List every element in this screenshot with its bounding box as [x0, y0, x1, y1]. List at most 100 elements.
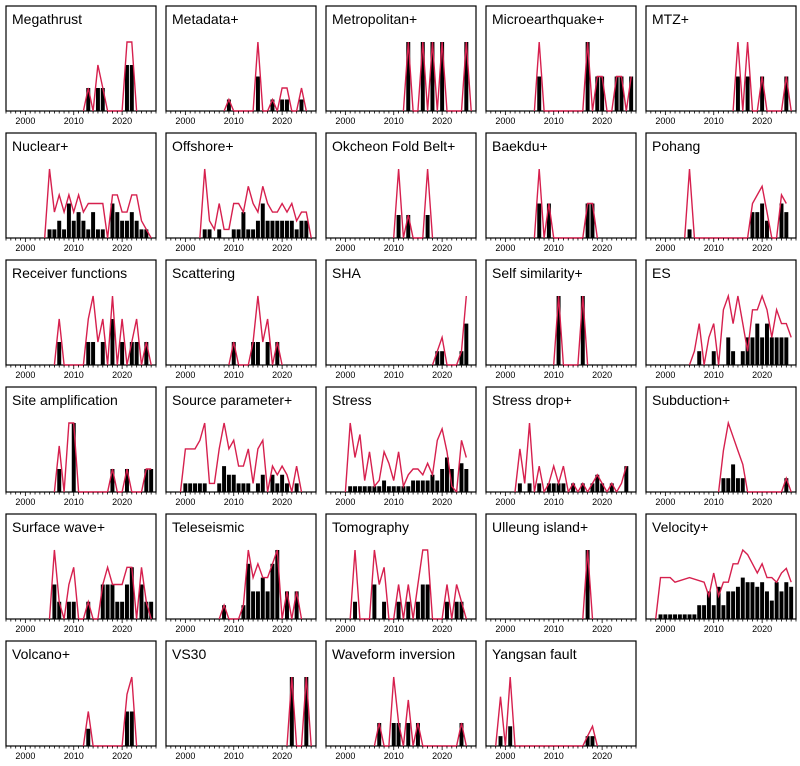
bar	[459, 463, 464, 492]
series-line	[393, 168, 434, 239]
bar	[755, 586, 760, 619]
bar	[391, 723, 396, 746]
bar	[91, 212, 96, 238]
bar	[774, 337, 779, 365]
series-line	[655, 548, 792, 620]
bar	[110, 584, 115, 619]
tick-label: 2010	[704, 243, 724, 253]
tick-label: 2010	[544, 624, 564, 634]
series-line	[48, 549, 152, 620]
series-line	[582, 549, 594, 620]
bar	[294, 229, 299, 238]
bar	[129, 711, 134, 746]
bar	[231, 474, 236, 492]
chart-panel: 2000 2010 2020 Metadata+	[165, 5, 317, 126]
tick-label: 2010	[384, 243, 404, 253]
bar	[353, 601, 358, 619]
bar	[115, 601, 120, 619]
bar	[367, 486, 372, 492]
bar	[86, 342, 91, 365]
bar	[144, 601, 149, 619]
bar	[750, 337, 755, 365]
bar	[353, 486, 358, 492]
bar	[585, 203, 590, 238]
tick-label: 2000	[335, 370, 355, 380]
panel-frame	[485, 132, 637, 239]
panel-title: Stress	[332, 392, 372, 408]
bar	[764, 323, 769, 365]
chart-panel: 2000 2010 2020 Baekdu+	[485, 132, 637, 253]
chart-panel: 2000 2010 2020 Offshore+	[165, 132, 317, 253]
bar	[687, 614, 692, 619]
bar	[270, 563, 275, 619]
series-line	[533, 41, 632, 112]
series-line	[228, 295, 283, 366]
tick-label: 2020	[592, 370, 612, 380]
bar	[275, 550, 280, 619]
tick-label: 2000	[335, 624, 355, 634]
chart-panel: 2000 2010 2020 Surface wave+	[5, 513, 157, 634]
bar	[304, 677, 309, 746]
chart-panel: 2000 2010 2020 SHA	[325, 259, 477, 380]
tick-label: 2010	[224, 751, 244, 761]
bar	[144, 469, 149, 492]
tick-label: 2010	[384, 116, 404, 126]
bar	[280, 474, 285, 492]
tick-label: 2010	[64, 624, 84, 634]
bar	[62, 229, 67, 238]
bar	[294, 591, 299, 619]
tick-label: 2000	[495, 624, 515, 634]
bar	[226, 474, 231, 492]
bar	[260, 577, 265, 619]
tick-label: 2000	[15, 243, 35, 253]
bar	[760, 582, 765, 619]
chart-panel: 2000 2010 2020 Nuclear+	[5, 132, 157, 253]
bar	[222, 605, 227, 619]
bar	[129, 65, 134, 111]
bar	[697, 605, 702, 619]
panel-title: Megathrust	[12, 11, 82, 27]
bar	[464, 469, 469, 492]
bar	[255, 342, 260, 365]
panel-frame	[645, 132, 797, 239]
bar	[750, 582, 755, 619]
bar	[120, 601, 125, 619]
bar	[697, 351, 702, 365]
tick-label: 2010	[544, 243, 564, 253]
bar	[86, 728, 91, 746]
tick-label: 2020	[432, 243, 452, 253]
bar	[139, 584, 144, 619]
bar	[226, 99, 231, 111]
bar	[508, 726, 513, 746]
chart-panel: 2000 2010 2020 Source parameter+	[165, 386, 317, 507]
bar	[275, 342, 280, 365]
panel-frame	[165, 132, 317, 239]
bar	[624, 466, 629, 492]
bar	[779, 591, 784, 619]
bar	[784, 337, 789, 365]
bar	[425, 215, 430, 238]
bar	[95, 88, 100, 111]
bar	[764, 591, 769, 619]
bar	[580, 296, 585, 365]
bar	[406, 723, 411, 746]
bar	[760, 337, 765, 365]
bar	[527, 483, 532, 492]
bar	[236, 483, 241, 492]
bar	[120, 220, 125, 238]
chart-panel: 2000 2010 2020 Volcano+	[5, 640, 157, 761]
tick-label: 2020	[432, 751, 452, 761]
bar	[668, 614, 673, 619]
bar	[241, 212, 246, 238]
panel-title: VS30	[172, 646, 206, 662]
chart-panel: 2000 2010 2020 Self similarity+	[485, 259, 637, 380]
bar	[430, 42, 435, 111]
bar	[255, 483, 260, 492]
tick-label: 2010	[64, 370, 84, 380]
tick-label: 2000	[175, 497, 195, 507]
chart-panel: 2000 2010 2020 Scattering	[165, 259, 317, 380]
bar	[362, 486, 367, 492]
bar	[100, 584, 105, 619]
panel-title: Source parameter+	[172, 392, 292, 408]
